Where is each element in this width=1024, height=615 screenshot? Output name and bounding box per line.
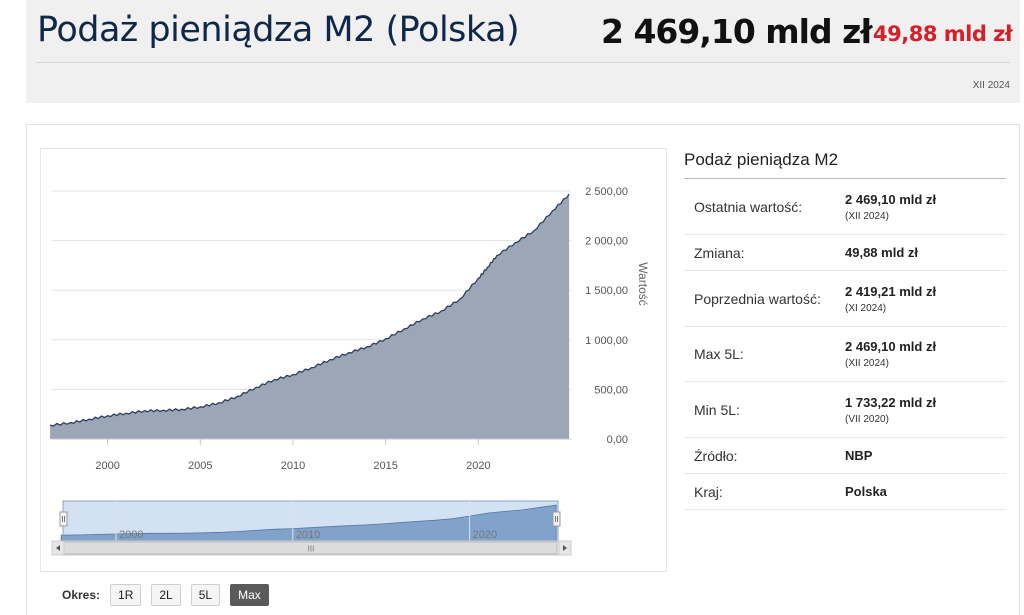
navigator-tick-label: 2020	[473, 529, 497, 541]
info-row-change: Zmiana: 49,88 mld zł	[684, 235, 1006, 271]
info-table: Ostatnia wartość: 2 469,10 mld zł (XII 20…	[684, 178, 1006, 510]
info-row-min-5l: Min 5L: 1 733,22 mld zł (VII 2020)	[684, 382, 1006, 438]
info-value: Polska	[845, 484, 887, 499]
y-axis-ticks: 0,00 500,00 1 000,00 1 500,00 2 000,00 2 500,…	[585, 186, 628, 446]
x-tick-label: 2020	[466, 460, 490, 472]
y-tick-label: 1 000,00	[585, 335, 628, 347]
info-label: Zmiana:	[694, 244, 745, 261]
header-bar: Podaż pieniądza M2 (Polska) 2 469,10 mld…	[26, 0, 1020, 103]
navigator-handle-left[interactable]	[59, 511, 68, 527]
info-row-source: Źródło: NBP	[684, 438, 1006, 474]
scrollbar-grip: III	[308, 545, 315, 554]
range-button-2l[interactable]: 2L	[151, 584, 181, 606]
x-tick-label: 2005	[188, 460, 212, 472]
scrollbar-right-arrow[interactable]	[558, 540, 572, 556]
navigator-series	[60, 504, 557, 542]
info-subvalue: (XI 2024)	[845, 302, 887, 314]
info-row-country: Kraj: Polska	[684, 474, 1006, 510]
info-value-cell: 2 469,10 mld zł (XII 2024)	[845, 339, 936, 369]
x-tick-label: 2010	[281, 460, 305, 472]
info-value-cell: 1 733,22 mld zł (VII 2020)	[845, 395, 936, 425]
info-label: Poprzednia wartość:	[694, 290, 821, 307]
title-text: Podaż pieniądza M2	[37, 10, 375, 50]
area-series-line	[49, 193, 570, 427]
info-row-last-value: Ostatnia wartość: 2 469,10 mld zł (XII 20…	[684, 179, 1006, 235]
info-label: Źródło:	[694, 447, 738, 464]
navigator-selection	[62, 500, 559, 542]
y-tick-label: 2 500,00	[585, 186, 628, 198]
info-label: Ostatnia wartość:	[694, 198, 803, 215]
info-value: NBP	[845, 448, 873, 463]
info-value: 2 419,21 mld zł	[845, 283, 937, 299]
period-selector: Okres: 1R 2L 5L Max	[62, 583, 279, 607]
y-axis-label: Wartość	[636, 262, 650, 306]
y-tick-label: 2 000,00	[585, 236, 628, 248]
info-row-max-5l: Max 5L: 2 469,10 mld zł (XII 2024)	[684, 327, 1006, 382]
area-series	[50, 194, 570, 439]
y-tick-label: 1 500,00	[585, 285, 628, 297]
navigator-tick-label: 2000	[119, 529, 143, 541]
scrollbar[interactable]: III	[51, 540, 572, 556]
country-text: (Polska)	[385, 10, 520, 50]
info-value: 49,88 mld zł	[845, 245, 918, 260]
x-tick-label: 2015	[373, 460, 397, 472]
info-subvalue: (XII 2024)	[845, 210, 889, 222]
range-button-max[interactable]: Max	[230, 584, 269, 606]
x-tick-label: 2000	[95, 460, 119, 472]
navigator[interactable]: 2000 2010 2020	[59, 500, 561, 542]
scrollbar-left-arrow[interactable]	[51, 540, 65, 556]
info-value: 2 469,10 mld zł	[845, 339, 937, 354]
page-title: Podaż pieniądza M2 (Polska)	[37, 10, 520, 50]
y-tick-label: 500,00	[594, 384, 628, 396]
info-subvalue: (VII 2020)	[845, 413, 889, 425]
info-subvalue: (XII 2024)	[845, 358, 889, 369]
info-label: Min 5L:	[694, 401, 740, 418]
period-selector-label: Okres:	[62, 588, 101, 602]
x-axis-ticks: 2000 2005 2010 2015 2020	[95, 439, 491, 472]
info-title: Podaż pieniądza M2	[684, 150, 839, 169]
navigator-handle-right[interactable]	[552, 511, 561, 527]
info-row-previous-value: Poprzednia wartość: 2 419,21 mld zł (XI 2…	[684, 271, 1006, 327]
header-divider	[36, 62, 1010, 63]
range-button-1r[interactable]: 1R	[110, 584, 142, 606]
y-tick-label: 0,00	[607, 434, 628, 446]
info-label: Max 5L:	[694, 346, 744, 362]
period-label: XII 2024	[972, 80, 1010, 91]
chart-svg[interactable]: 0,00 500,00 1 000,00 1 500,00 2 000,00 2 500,…	[41, 149, 666, 571]
info-value-cell: 2 469,10 mld zł (XII 2024)	[845, 192, 936, 222]
info-label: Kraj:	[694, 483, 723, 500]
info-value: 1 733,22 mld zł	[845, 394, 937, 410]
change-value: 49,88 mld zł	[873, 22, 1013, 46]
info-value-cell: 2 419,21 mld zł (XI 2024)	[845, 284, 936, 314]
range-button-5l[interactable]: 5L	[190, 584, 221, 606]
navigator-ticks: 2000 2010 2020	[115, 501, 497, 541]
navigator-tick-label: 2010	[296, 529, 320, 541]
chart-container: 0,00 500,00 1 000,00 1 500,00 2 000,00 2 500,…	[40, 148, 667, 572]
current-value: 2 469,10 mld zł	[601, 12, 873, 51]
info-value: 2 469,10 mld zł	[845, 191, 937, 207]
